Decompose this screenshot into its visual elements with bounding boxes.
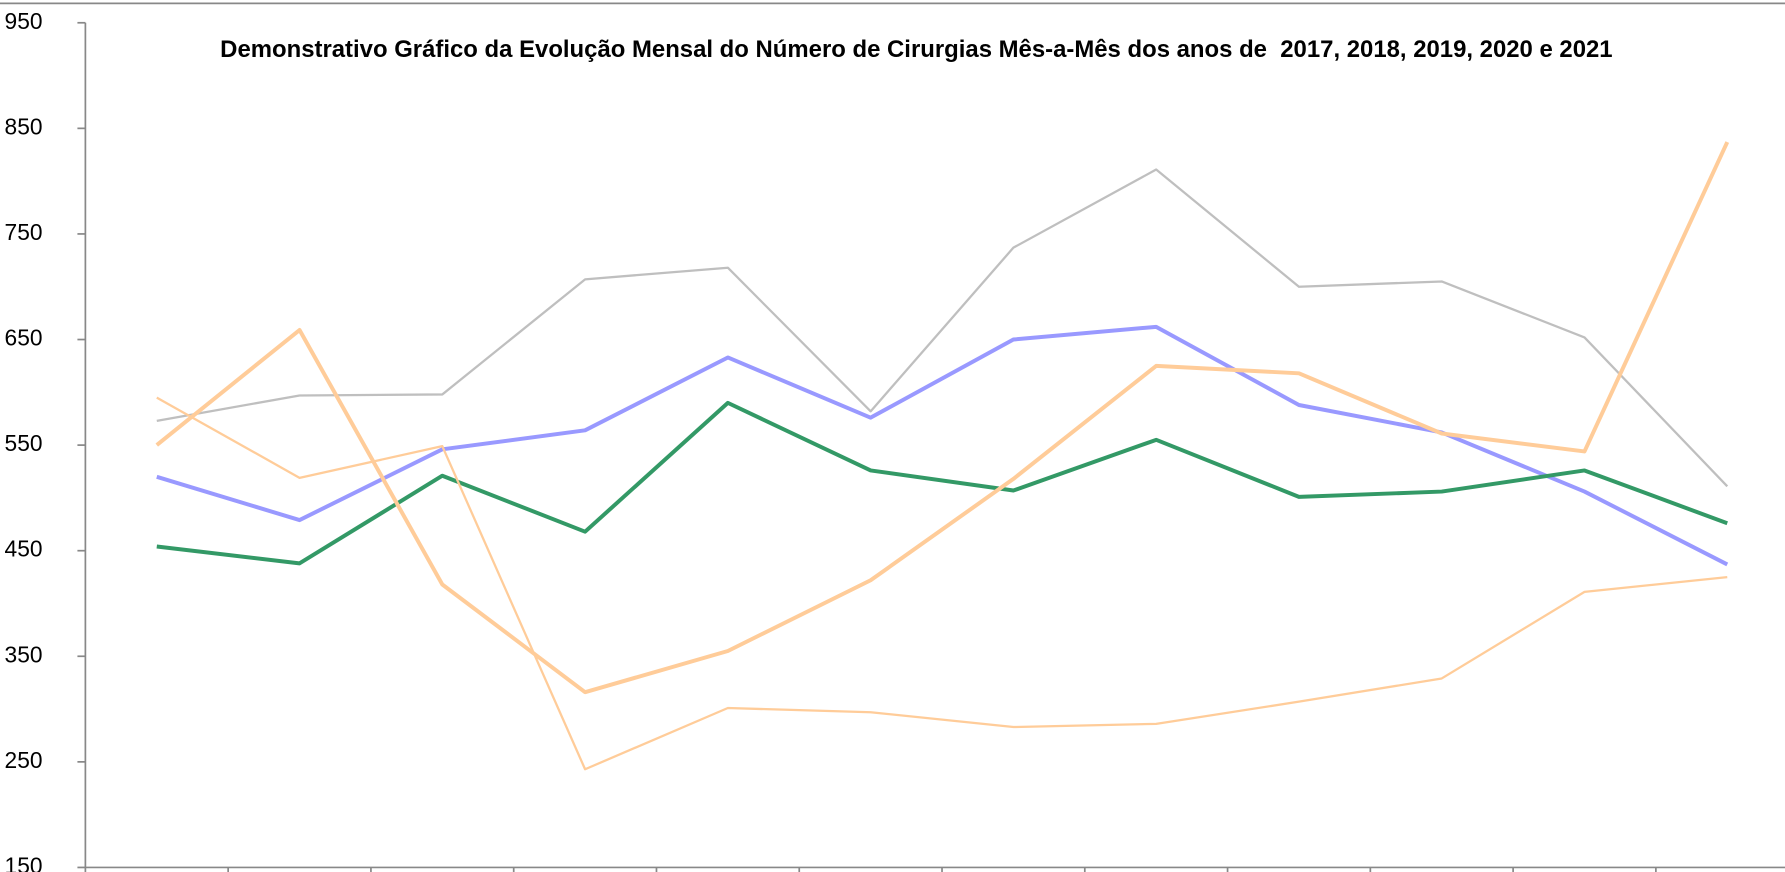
y-tick-label: 850 bbox=[5, 113, 43, 139]
y-tick-label: 450 bbox=[5, 536, 43, 562]
y-tick-label: 950 bbox=[5, 8, 43, 34]
y-tick-label: 350 bbox=[5, 641, 43, 667]
y-tick-label: 750 bbox=[5, 219, 43, 245]
series-line bbox=[155, 141, 1730, 695]
y-tick-label: 650 bbox=[5, 325, 43, 351]
series-line bbox=[156, 168, 1729, 488]
series-line bbox=[156, 324, 1729, 567]
y-tick-label: 550 bbox=[5, 430, 43, 456]
y-tick-label: 250 bbox=[5, 747, 43, 773]
series-line bbox=[156, 400, 1728, 566]
y-tick-label: 150 bbox=[5, 852, 43, 872]
chart-title: Demonstrativo Gráfico da Evolução Mensal… bbox=[220, 36, 1613, 63]
series-line bbox=[156, 396, 1728, 771]
title-box: Demonstrativo Gráfico da Evolução Mensal… bbox=[220, 36, 1613, 63]
